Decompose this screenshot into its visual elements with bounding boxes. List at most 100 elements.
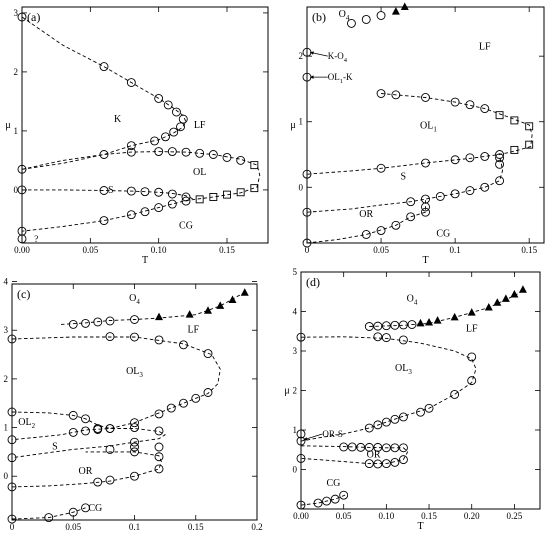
y-axis-label: μ: [284, 386, 289, 397]
phase-region-label: OL: [193, 167, 206, 178]
plot-frame: [21, 6, 269, 244]
data-point-circle: [208, 150, 218, 159]
data-point-circle: [364, 423, 374, 433]
data-point-square: [209, 193, 218, 201]
phase-region-label: O4: [339, 9, 350, 22]
x-tick-label: 0: [305, 245, 310, 255]
data-point-circle: [465, 186, 475, 196]
data-point-circle: [390, 414, 400, 424]
data-point-circle: [154, 442, 164, 452]
x-tick-label: 0.1: [129, 522, 140, 532]
data-point-triangle: [501, 294, 510, 302]
y-tick-label: 1: [299, 117, 304, 127]
x-tick-label: 0.15: [219, 245, 235, 255]
data-point-circle: [126, 210, 136, 220]
data-point-circle: [361, 230, 371, 239]
data-point-circle: [68, 319, 78, 329]
data-point-triangle: [433, 316, 442, 324]
data-point-square: [525, 122, 534, 131]
data-point-circle: [381, 321, 391, 331]
data-point-triangle: [240, 288, 249, 296]
phase-region-label: OL3: [126, 366, 143, 379]
data-point-circle: [364, 442, 374, 452]
x-tick-label: 0.00: [293, 511, 309, 521]
data-point-circle: [398, 443, 408, 453]
phase-boundary-curve: [306, 157, 503, 213]
phase-boundary-curve: [22, 189, 193, 200]
annotation-label: K-O4: [328, 51, 348, 64]
phase-region-label: CG: [436, 228, 450, 239]
y-tick-label: 2: [293, 386, 298, 396]
data-point-circle: [203, 349, 213, 359]
data-point-square: [510, 145, 519, 154]
data-point-circle: [17, 234, 27, 244]
data-point-circle: [330, 494, 340, 504]
data-point-circle: [167, 147, 177, 157]
panel-label: (d): [306, 275, 320, 289]
data-point-circle: [398, 320, 408, 330]
data-point-circle: [450, 390, 460, 399]
y-tick-label: 1: [4, 423, 9, 433]
data-point-circle: [17, 164, 27, 174]
data-point-circle: [130, 442, 139, 452]
data-point-circle: [154, 452, 164, 462]
phase-boundary-curve: [21, 16, 187, 170]
panel-label: (b): [312, 10, 326, 24]
phase-boundary-curve: [300, 336, 477, 442]
panel-a: 0.00 0.05 0.10 0.15 0 1 2 3 Tμ (a) K LF OL S CG?: [5, 6, 269, 266]
data-point-circle: [169, 127, 179, 137]
x-tick-label: 0.25: [507, 511, 523, 521]
data-point-circle: [130, 437, 139, 447]
data-point-circle: [421, 202, 430, 212]
data-point-circle: [450, 155, 460, 165]
data-point-circle: [154, 335, 164, 345]
arrow-head: [303, 437, 308, 441]
data-point-circle: [424, 403, 434, 413]
data-point-circle: [99, 62, 109, 72]
data-point-circle: [222, 152, 232, 162]
phase-boundary-curve: [11, 451, 162, 488]
data-point-circle: [17, 12, 27, 22]
data-point-circle: [356, 442, 366, 452]
phase-region-label: LF: [194, 120, 206, 131]
data-point-circle: [7, 453, 17, 463]
data-point-circle: [480, 182, 490, 192]
data-point-circle: [390, 457, 400, 467]
data-point-circle: [195, 148, 205, 158]
data-point-circle: [126, 186, 136, 196]
y-tick-label: 4: [4, 277, 9, 287]
data-point-circle: [390, 443, 400, 453]
data-point-circle: [450, 97, 460, 107]
data-point-circle: [44, 513, 54, 523]
data-point-circle: [7, 482, 17, 492]
y-tick-label: 4: [293, 307, 298, 317]
panel-c: 0 0.05 0.1 0.15 0.2 0 1 2 3 4 (c) O4 LF OL3 OL2 S OR CG: [4, 277, 263, 532]
data-point-circle: [236, 155, 246, 165]
panel-label: (c): [17, 287, 30, 301]
data-point-circle: [181, 147, 191, 157]
data-point-circle: [191, 393, 201, 403]
data-point-triangle: [467, 308, 476, 316]
data-point-triangle: [400, 2, 409, 10]
data-point-circle: [302, 207, 312, 217]
data-point-triangle: [228, 295, 237, 304]
y-tick-label: 0: [293, 465, 298, 475]
data-point-circle: [167, 199, 177, 209]
data-point-circle: [181, 192, 191, 202]
data-point-circle: [381, 417, 391, 427]
data-point-square: [495, 111, 504, 120]
data-point-circle: [68, 507, 78, 517]
y-tick-label: 0: [299, 182, 304, 192]
data-point-circle: [154, 187, 164, 197]
data-point-square: [510, 116, 519, 125]
data-point-triangle: [204, 306, 212, 314]
data-point-circle: [296, 436, 306, 446]
y-tick-label: 2: [299, 51, 304, 61]
y-tick-label: 2: [14, 67, 19, 77]
x-tick-label: 0.10: [378, 511, 394, 521]
y-tick-label: 3: [293, 346, 298, 356]
data-point-circle: [373, 442, 383, 452]
data-point-circle: [373, 420, 383, 430]
phase-boundary-curve: [300, 445, 409, 465]
phase-region-label: K: [114, 114, 122, 125]
